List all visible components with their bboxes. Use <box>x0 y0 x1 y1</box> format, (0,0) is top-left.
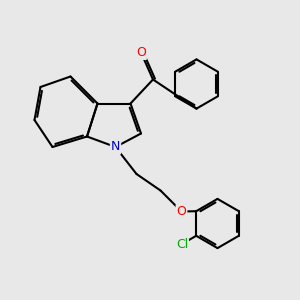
Text: O: O <box>177 205 186 218</box>
Text: N: N <box>111 140 120 154</box>
Text: O: O <box>136 46 146 59</box>
Text: Cl: Cl <box>176 238 188 250</box>
